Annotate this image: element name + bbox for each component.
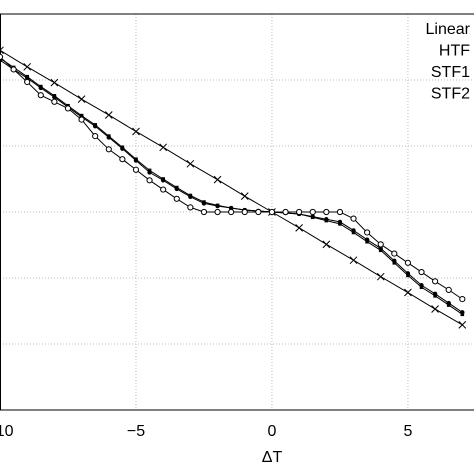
marker xyxy=(324,218,329,223)
marker xyxy=(93,123,97,127)
marker xyxy=(460,312,465,317)
marker xyxy=(295,223,303,232)
marker xyxy=(160,186,167,193)
marker xyxy=(105,146,112,153)
marker xyxy=(445,286,452,293)
marker xyxy=(38,84,43,89)
marker xyxy=(132,127,140,136)
marker xyxy=(173,195,180,202)
marker xyxy=(51,98,58,105)
marker xyxy=(104,111,113,119)
marker xyxy=(419,285,424,290)
marker xyxy=(228,208,235,216)
marker xyxy=(309,208,316,216)
marker xyxy=(336,208,344,216)
marker xyxy=(432,278,439,285)
marker xyxy=(241,208,248,216)
marker xyxy=(187,204,194,211)
marker xyxy=(188,193,193,198)
x-tick-label: −5 xyxy=(127,423,145,440)
marker xyxy=(392,261,397,265)
marker xyxy=(229,206,233,210)
legend-label: HTF xyxy=(439,43,470,60)
marker xyxy=(52,94,57,98)
marker xyxy=(431,305,439,313)
marker xyxy=(146,177,153,184)
marker xyxy=(364,229,371,236)
marker xyxy=(37,92,44,99)
x-axis-label: ΔT xyxy=(262,449,283,466)
marker xyxy=(25,74,29,79)
series-line xyxy=(0,59,463,313)
marker xyxy=(459,296,466,303)
marker xyxy=(23,62,32,71)
marker xyxy=(79,113,84,118)
marker xyxy=(0,46,4,55)
marker xyxy=(214,208,221,216)
marker xyxy=(418,268,425,276)
marker xyxy=(391,250,398,257)
marker xyxy=(215,203,220,208)
marker xyxy=(282,208,289,216)
marker xyxy=(255,208,262,216)
x-tick-label: −10 xyxy=(0,423,14,440)
plot-frame xyxy=(0,13,474,411)
marker xyxy=(458,321,467,329)
marker xyxy=(119,156,126,163)
marker xyxy=(349,256,358,265)
marker xyxy=(350,215,357,222)
marker xyxy=(351,230,356,235)
marker xyxy=(92,133,99,140)
marker xyxy=(174,185,179,190)
marker xyxy=(134,157,138,161)
marker xyxy=(147,168,152,173)
marker xyxy=(406,273,410,278)
marker xyxy=(376,272,385,281)
marker xyxy=(24,78,31,86)
marker xyxy=(161,177,165,181)
marker xyxy=(404,288,412,297)
marker xyxy=(377,241,384,248)
legend-label: STF1 xyxy=(431,64,470,81)
marker xyxy=(106,134,111,138)
marker xyxy=(78,116,85,123)
legend-label: Linear xyxy=(426,21,471,38)
marker xyxy=(365,239,369,244)
marker xyxy=(433,294,437,298)
marker xyxy=(186,159,195,168)
marker xyxy=(446,303,451,307)
marker xyxy=(120,145,125,150)
series-line xyxy=(0,49,463,326)
marker xyxy=(202,200,206,204)
marker xyxy=(322,240,331,249)
marker xyxy=(10,66,17,73)
series-line xyxy=(0,57,463,315)
marker xyxy=(159,143,168,152)
x-tick-label: 5 xyxy=(403,423,412,440)
marker xyxy=(200,208,208,216)
marker xyxy=(323,208,330,216)
marker xyxy=(310,215,315,220)
x-tick-label: 0 xyxy=(267,423,276,440)
marker xyxy=(50,78,59,87)
marker xyxy=(268,208,276,216)
marker xyxy=(213,175,222,184)
legend-label: STF2 xyxy=(431,86,470,103)
marker xyxy=(0,53,4,60)
marker xyxy=(404,259,412,266)
marker xyxy=(296,208,303,216)
marker xyxy=(378,248,383,253)
marker xyxy=(240,192,249,201)
marker xyxy=(338,222,342,226)
marker xyxy=(64,105,72,112)
marker xyxy=(132,166,140,173)
marker xyxy=(77,95,86,103)
